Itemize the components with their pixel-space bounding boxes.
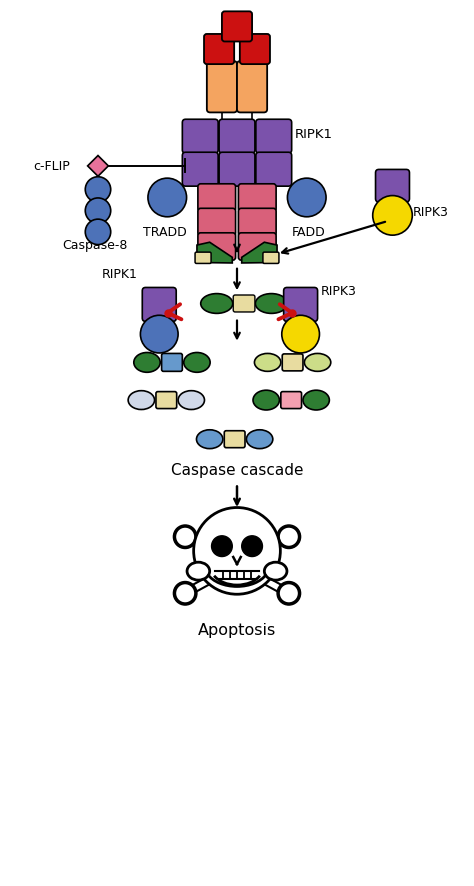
FancyBboxPatch shape — [198, 209, 236, 237]
Ellipse shape — [255, 354, 281, 372]
Circle shape — [279, 527, 299, 547]
Ellipse shape — [134, 354, 160, 373]
Text: Caspase cascade: Caspase cascade — [171, 462, 303, 478]
FancyBboxPatch shape — [238, 184, 276, 212]
FancyBboxPatch shape — [281, 392, 301, 409]
Circle shape — [373, 197, 412, 236]
Circle shape — [85, 220, 111, 245]
FancyBboxPatch shape — [142, 288, 176, 322]
FancyBboxPatch shape — [233, 296, 255, 313]
Text: RIPK3: RIPK3 — [412, 206, 448, 219]
FancyBboxPatch shape — [238, 209, 276, 237]
Circle shape — [279, 584, 299, 603]
FancyBboxPatch shape — [282, 354, 303, 371]
FancyBboxPatch shape — [375, 170, 410, 203]
FancyBboxPatch shape — [263, 253, 279, 264]
Circle shape — [175, 584, 195, 603]
Text: c-FLIP: c-FLIP — [33, 160, 70, 173]
FancyBboxPatch shape — [238, 234, 276, 260]
Circle shape — [287, 179, 326, 218]
FancyBboxPatch shape — [283, 288, 318, 322]
FancyBboxPatch shape — [198, 184, 236, 212]
FancyBboxPatch shape — [219, 153, 255, 187]
FancyBboxPatch shape — [195, 253, 211, 264]
Polygon shape — [88, 156, 109, 177]
Ellipse shape — [255, 294, 287, 314]
FancyBboxPatch shape — [162, 354, 182, 372]
FancyBboxPatch shape — [219, 120, 255, 154]
Circle shape — [277, 582, 301, 605]
Ellipse shape — [211, 536, 232, 557]
Circle shape — [194, 508, 280, 595]
Text: RIPK1: RIPK1 — [294, 128, 332, 141]
FancyBboxPatch shape — [240, 35, 270, 65]
FancyBboxPatch shape — [224, 431, 245, 448]
Ellipse shape — [201, 294, 233, 314]
FancyBboxPatch shape — [156, 392, 177, 409]
Ellipse shape — [128, 392, 155, 410]
Ellipse shape — [197, 431, 223, 449]
Circle shape — [282, 316, 319, 354]
FancyBboxPatch shape — [237, 62, 267, 113]
Text: RIPK3: RIPK3 — [320, 284, 356, 298]
FancyBboxPatch shape — [198, 234, 236, 260]
Polygon shape — [242, 243, 277, 264]
Text: Caspase-8: Caspase-8 — [63, 239, 128, 252]
Circle shape — [85, 177, 111, 203]
Ellipse shape — [264, 563, 287, 580]
Ellipse shape — [303, 391, 329, 410]
FancyBboxPatch shape — [222, 12, 252, 43]
Ellipse shape — [304, 354, 331, 372]
Text: Apoptosis: Apoptosis — [198, 622, 276, 637]
Circle shape — [140, 316, 178, 354]
Ellipse shape — [178, 392, 204, 410]
FancyBboxPatch shape — [207, 62, 237, 113]
Text: TRADD: TRADD — [144, 226, 187, 239]
Circle shape — [277, 525, 301, 549]
FancyBboxPatch shape — [182, 153, 218, 187]
Ellipse shape — [184, 354, 210, 373]
Ellipse shape — [187, 563, 210, 580]
FancyBboxPatch shape — [256, 120, 292, 154]
Circle shape — [173, 525, 197, 549]
Circle shape — [85, 198, 111, 224]
Circle shape — [148, 179, 187, 218]
FancyBboxPatch shape — [204, 35, 234, 65]
Text: FADD: FADD — [292, 226, 326, 239]
Ellipse shape — [253, 391, 279, 410]
Ellipse shape — [246, 431, 273, 449]
Ellipse shape — [242, 536, 263, 557]
FancyBboxPatch shape — [256, 153, 292, 187]
Circle shape — [175, 527, 195, 547]
Polygon shape — [197, 243, 232, 264]
FancyBboxPatch shape — [182, 120, 218, 154]
Text: RIPK1: RIPK1 — [102, 268, 138, 281]
Circle shape — [173, 582, 197, 605]
